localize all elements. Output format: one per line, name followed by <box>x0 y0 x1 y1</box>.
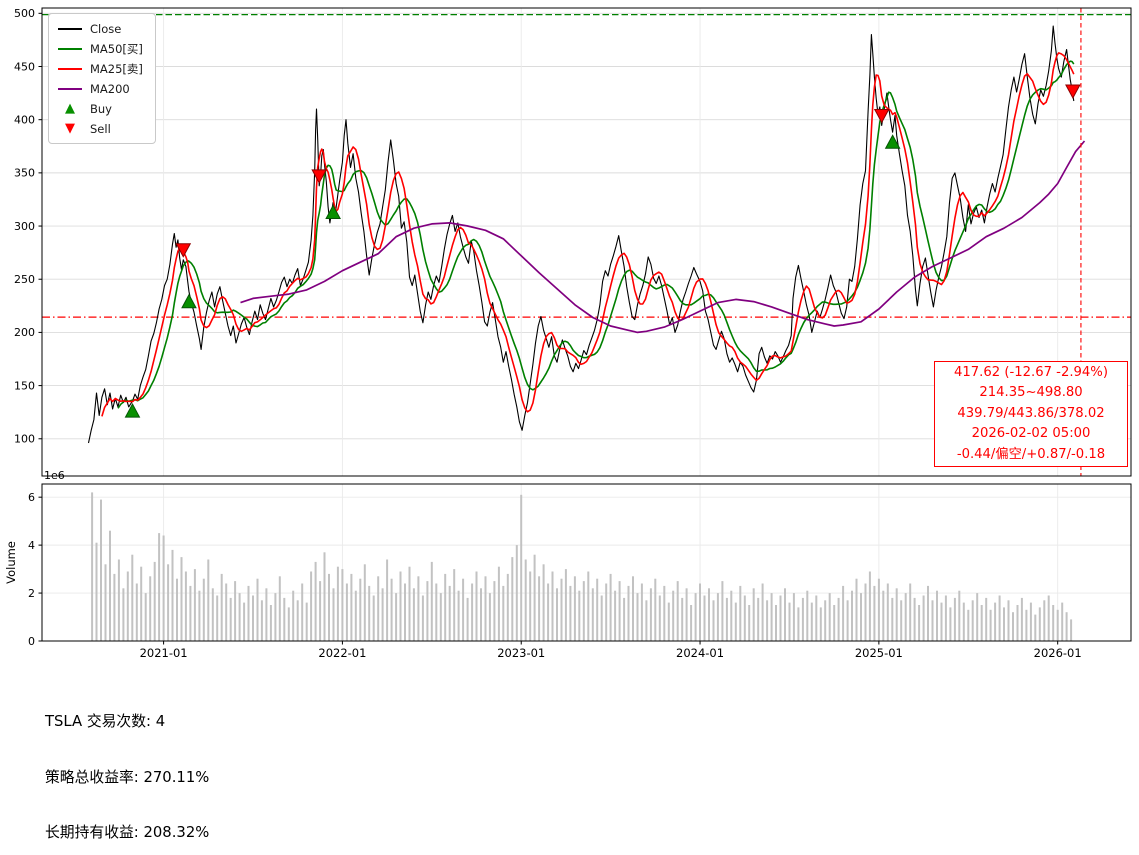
sell-marker <box>311 169 328 184</box>
xtick-label: 2025-01 <box>855 646 903 660</box>
chart-legend: Close MA50[买] MA25[卖] MA200 ▲ Buy ▼ Sell <box>48 13 156 144</box>
xtick-label: 2026-01 <box>1034 646 1082 660</box>
volume-ytick-label: 6 <box>28 491 35 504</box>
annotation-range: 214.35~498.80 <box>979 385 1083 401</box>
xtick-label: 2022-01 <box>318 646 366 660</box>
price-ytick-label: 100 <box>14 433 35 446</box>
legend-item-ma200: MA200 <box>58 81 143 96</box>
xtick-label: 2024-01 <box>676 646 724 660</box>
price-ytick-label: 450 <box>14 60 35 73</box>
annotation-datetime: 2026-02-02 05:00 <box>971 426 1091 442</box>
legend-label: MA50[买] <box>90 41 143 56</box>
price-volume-chart: 100 150 200 250 300 350 400 450 500 0 2 4 6 2021-01 20… <box>4 7 1132 660</box>
annotation-ma-values: 439.79/443.86/378.02 <box>957 405 1105 421</box>
price-panel-border <box>41 7 1132 477</box>
price-ytick-label: 400 <box>14 113 35 126</box>
summary-hold-return: 长期持有收益: 208.32% <box>45 824 210 841</box>
buy-marker <box>181 293 197 309</box>
price-ytick-label: 300 <box>14 220 35 233</box>
sell-marker <box>1065 84 1081 99</box>
reference-lines <box>42 13 1131 318</box>
legend-label: MA25[卖] <box>90 61 143 76</box>
summary-strategy-return: 策略总收益率: 270.11% <box>45 768 210 786</box>
summary-block: TSLA 交易次数: 4 策略总收益率: 270.11% 长期持有收益: 208… <box>45 676 563 855</box>
buy-marker <box>325 204 341 219</box>
volume-ytick-label: 0 <box>28 635 35 648</box>
ma200-line <box>240 140 1086 334</box>
ma50-line-swatch <box>58 47 82 50</box>
legend-label: Close <box>90 21 122 36</box>
buy-markers <box>124 134 901 418</box>
price-ytick-label: 200 <box>14 326 35 339</box>
axes-labels: 100 150 200 250 300 350 400 450 500 0 2 4 6 2021-01 20… <box>4 7 1082 660</box>
ma50-line <box>117 60 1075 409</box>
sell-markers <box>175 84 1081 258</box>
ma25-line-swatch <box>58 67 82 70</box>
volume-axis-label: Volume <box>4 541 18 584</box>
legend-label: Sell <box>90 121 111 136</box>
price-ytick-label: 500 <box>14 7 35 20</box>
legend-item-ma25: MA25[卖] <box>58 61 143 76</box>
legend-label: MA200 <box>90 81 130 96</box>
close-line <box>87 25 1075 444</box>
close-line-swatch <box>58 27 82 30</box>
buy-marker-icon: ▲ <box>65 101 75 116</box>
xtick-label: 2021-01 <box>140 646 188 660</box>
price-ytick-label: 150 <box>14 379 35 392</box>
quote-annotation-box: 417.62 (-12.67 -2.94%) 214.35~498.80 439… <box>934 361 1128 468</box>
legend-item-buy: ▲ Buy <box>58 101 143 116</box>
xtick-label: 2023-01 <box>497 646 545 660</box>
annotation-signal: -0.44/偏空/+0.87/-0.18 <box>956 446 1106 462</box>
volume-offset-label: 1e6 <box>44 469 65 482</box>
sell-marker <box>175 243 192 258</box>
gridlines <box>42 8 1131 641</box>
ma25-line <box>101 52 1075 417</box>
legend-item-sell: ▼ Sell <box>58 121 143 136</box>
buy-marker <box>884 134 901 149</box>
sell-marker-icon: ▼ <box>65 121 75 136</box>
sell-marker <box>873 108 890 124</box>
volume-ytick-label: 2 <box>28 587 35 600</box>
annotation-price-change: 417.62 (-12.67 -2.94%) <box>954 365 1108 380</box>
volume-panel-border <box>41 483 1132 642</box>
price-ytick-label: 250 <box>14 273 35 286</box>
price-ytick-label: 350 <box>14 167 35 180</box>
buy-marker <box>124 403 141 418</box>
legend-item-ma50: MA50[买] <box>58 41 143 56</box>
volume-bars <box>91 492 1073 641</box>
summary-trade-count: TSLA 交易次数: 4 <box>45 713 166 730</box>
legend-label: Buy <box>90 101 112 116</box>
ma200-line-swatch <box>58 87 82 90</box>
volume-ytick-label: 4 <box>28 539 35 552</box>
legend-item-close: Close <box>58 21 143 36</box>
